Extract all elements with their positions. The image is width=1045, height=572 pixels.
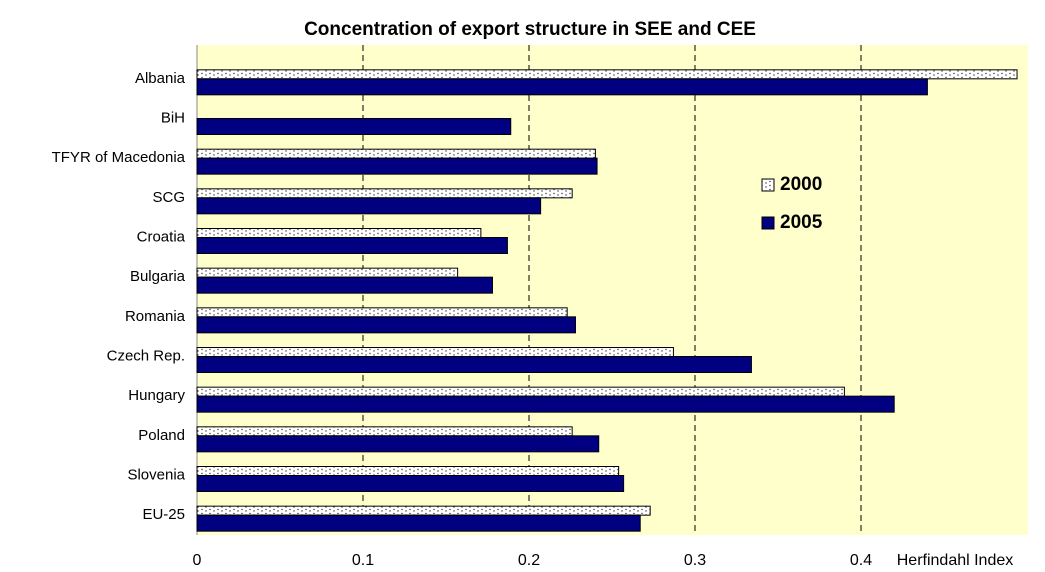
bar	[196, 435, 600, 453]
bar	[196, 197, 542, 215]
x-tick-label: 0	[193, 552, 202, 569]
y-tick-label: SCG	[152, 189, 185, 206]
y-tick-label: Czech Rep.	[107, 347, 185, 364]
y-tick-label: Slovenia	[127, 466, 185, 483]
legend-label: 2005	[780, 212, 823, 233]
bar	[196, 307, 568, 318]
x-tick-label: 0.2	[518, 552, 540, 569]
bar	[196, 386, 845, 397]
bar	[196, 118, 512, 135]
bar	[196, 514, 641, 532]
bar	[196, 228, 482, 238]
y-tick-label: Hungary	[128, 387, 185, 404]
y-tick-label: Croatia	[137, 228, 186, 245]
x-tick-label: 0.4	[850, 552, 872, 569]
bar	[196, 505, 651, 516]
bar	[196, 395, 895, 413]
y-tick-label: BiH	[161, 109, 185, 126]
bar	[196, 356, 752, 373]
bar	[196, 316, 576, 334]
y-tick-label: Albania	[135, 70, 186, 87]
y-tick-label: TFYR of Macedonia	[52, 149, 186, 166]
x-tick-label: 0.1	[352, 552, 374, 569]
y-tick-label: Romania	[125, 308, 186, 325]
bar	[196, 426, 573, 437]
legend-label: 2000	[780, 174, 822, 195]
legend-swatch	[761, 216, 775, 230]
y-tick-label: EU-25	[142, 506, 185, 523]
bar	[196, 157, 598, 175]
chart-title: Concentration of export structure in SEE…	[304, 19, 756, 40]
y-tick-label: Poland	[138, 427, 185, 444]
bar	[196, 237, 508, 254]
bar	[196, 466, 620, 476]
bar	[196, 78, 928, 96]
bar	[196, 69, 1018, 80]
x-axis-label: Herfindahl Index	[897, 552, 1014, 569]
x-tick-label: 0.3	[684, 552, 706, 569]
bar	[196, 475, 625, 492]
bar	[196, 148, 596, 159]
bar	[196, 276, 493, 294]
bar	[196, 267, 459, 278]
bar	[196, 347, 674, 357]
legend-swatch	[761, 178, 775, 192]
bar	[196, 188, 573, 199]
y-tick-label: Bulgaria	[130, 268, 186, 285]
